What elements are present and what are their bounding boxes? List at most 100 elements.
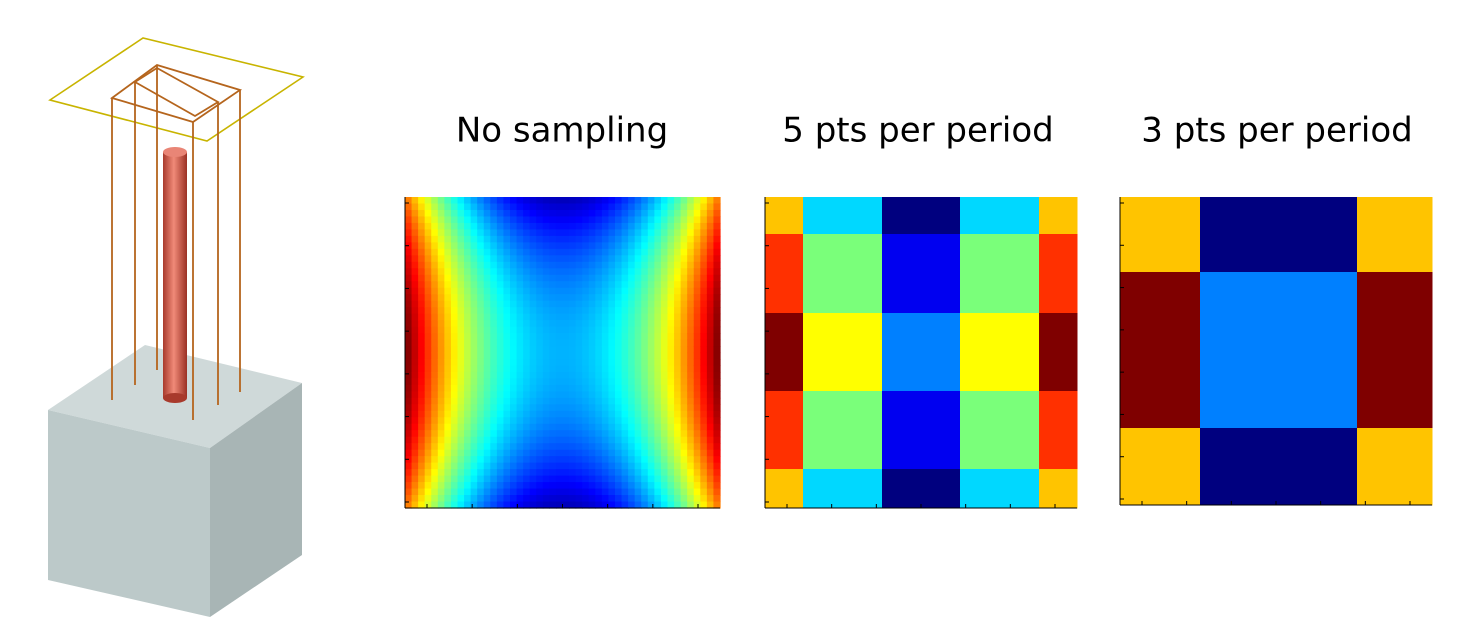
cell [503,501,511,509]
cell [674,255,682,263]
cell [660,462,669,470]
cell [628,216,636,224]
cell [575,242,583,250]
cell [431,482,439,490]
cell [536,352,544,360]
cell [516,482,524,490]
cell [437,268,445,276]
cell [516,281,524,289]
cell [483,449,491,457]
cell [608,326,616,334]
cell [555,287,564,295]
cell [444,307,452,315]
cell [608,462,616,470]
cell [693,197,701,205]
cell [615,281,623,289]
cell [418,287,426,295]
cell [424,255,432,263]
cell [464,456,472,464]
cell [765,469,804,509]
cell [424,378,432,386]
cell [687,482,695,490]
cell [608,294,616,302]
cell [660,488,669,496]
cell [575,417,583,425]
cell [706,488,715,496]
cell [634,404,642,412]
cell [437,307,445,315]
cell [667,475,675,483]
cell [444,410,452,418]
cell [595,287,603,295]
cell [529,235,537,243]
cell [470,371,478,380]
cell [490,242,498,250]
cell [418,326,426,334]
cell [483,216,491,224]
cell [477,235,485,243]
cell [654,482,662,490]
cell [483,326,491,334]
cell [549,242,557,250]
cell [634,216,642,224]
cell [457,352,465,360]
cell [595,197,603,205]
cell [674,436,682,444]
cell [608,371,616,380]
cell [490,255,498,263]
cell [628,495,636,503]
cell [588,410,596,418]
cell [674,339,682,347]
cell [536,300,544,308]
cell [431,261,439,269]
cell [674,300,682,308]
cell [706,410,715,418]
cell [437,469,445,477]
cell [693,449,701,457]
cell [700,423,708,431]
cell [490,229,498,237]
cell [470,268,478,276]
cell [615,443,623,451]
cell [542,339,550,347]
cell [687,410,695,418]
cell [542,365,550,373]
cell [483,333,491,341]
cell [444,268,452,276]
cell [687,320,695,328]
cell [713,326,721,334]
cell [549,449,557,457]
cell [575,501,583,509]
cell [529,462,537,470]
cell [450,326,459,334]
cell [693,242,701,250]
cell [667,197,675,205]
cell [680,216,688,224]
cell [418,462,426,470]
cell [549,501,557,509]
cell [634,261,642,269]
cell [693,430,701,438]
cell [647,222,655,230]
cell [641,423,649,431]
cell [503,410,511,418]
cell [470,209,478,218]
cell [510,449,518,457]
cell [523,307,531,315]
cell [608,365,616,373]
cell [700,384,708,392]
cell [680,443,688,451]
cell [529,333,537,341]
cell [529,268,537,276]
cell [960,313,1040,392]
cell [490,197,498,205]
cell [457,261,465,269]
cell [496,371,505,380]
cell [700,197,708,205]
cell [641,436,649,444]
cell [621,229,629,237]
cell [621,197,629,205]
cell [555,248,564,256]
cell [667,482,675,490]
cell [634,203,642,211]
